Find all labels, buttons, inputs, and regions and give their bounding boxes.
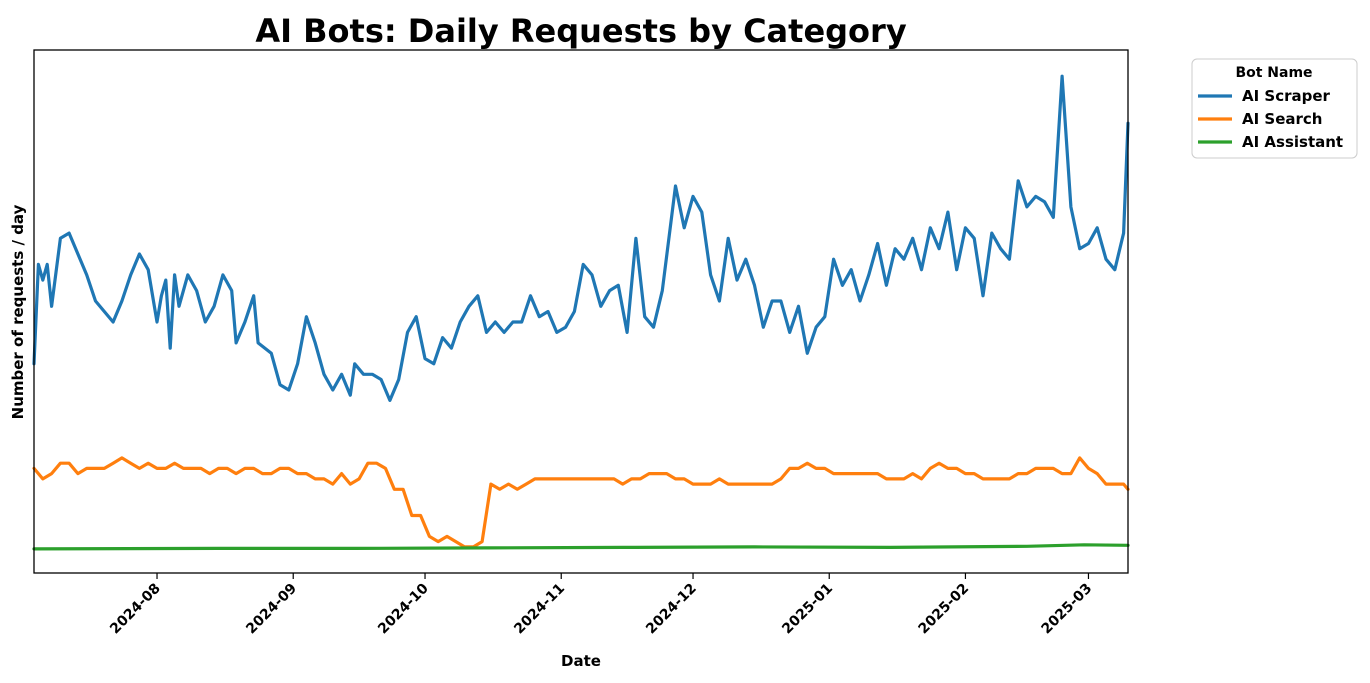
legend-label: AI Search: [1242, 110, 1322, 128]
legend-box: [1191, 58, 1358, 159]
x-tick-label: 2024-10: [375, 580, 432, 637]
plot-series: [32, 74, 1130, 551]
x-tick-label: 2025-03: [1039, 581, 1096, 638]
x-tick-label: 2025-02: [916, 581, 973, 638]
series-line-ai-scraper: [32, 74, 1130, 402]
x-tick-label: 2024-11: [511, 581, 568, 638]
legend-title: Bot Name: [1235, 65, 1312, 81]
x-axis-ticks: 2024-08 2024-09 2024-10 2024-11 2024-12 2025-…: [107, 573, 1095, 637]
x-tick-label: 2024-12: [643, 581, 700, 638]
x-tick-label: 2024-09: [243, 581, 300, 638]
legend: Bot Name AI Scraper AI Search AI Assistant: [1191, 58, 1358, 159]
series-line-ai-assistant: [32, 543, 1130, 551]
plot-frame: [33, 49, 1129, 574]
y-axis-label: Number of requests / day: [9, 204, 27, 419]
x-tick-label: 2024-08: [107, 581, 164, 638]
chart-title: AI Bots: Daily Requests by Category: [255, 12, 906, 50]
x-tick-label: 2025-01: [779, 581, 836, 638]
legend-label: AI Assistant: [1242, 133, 1343, 151]
x-axis-label: Date: [561, 652, 601, 670]
legend-items: AI Scraper AI Search AI Assistant: [1198, 87, 1343, 151]
legend-label: AI Scraper: [1242, 87, 1331, 105]
series-line-ai-search: [32, 456, 1130, 549]
